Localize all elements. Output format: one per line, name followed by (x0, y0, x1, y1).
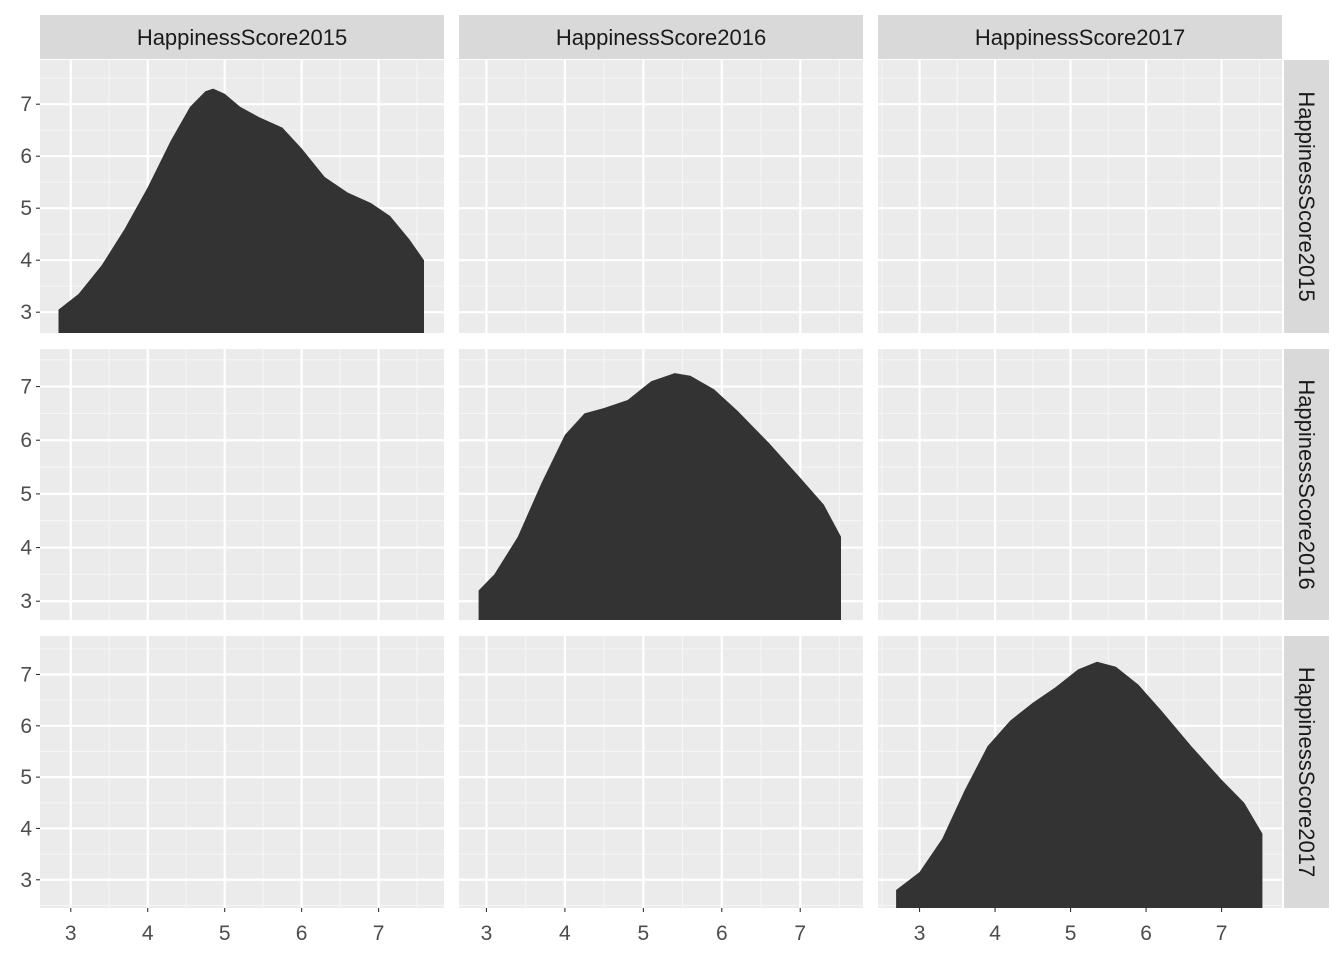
y-tick-label: 6 (20, 429, 32, 452)
y-tick-label: 7 (20, 376, 32, 399)
x-tick-label: 6 (716, 922, 728, 945)
column-strip: HappinessScore2015 (40, 15, 444, 59)
panel-r3-c1 (40, 636, 444, 908)
panel-r2-c1 (40, 349, 444, 620)
x-tick-label: 4 (142, 922, 154, 945)
x-tick-label: 7 (794, 922, 806, 945)
panel-background (40, 636, 444, 908)
x-tick-label: 6 (296, 922, 308, 945)
y-tick-label: 4 (20, 817, 32, 840)
y-tick-label: 5 (20, 197, 32, 220)
x-tick-label: 5 (1065, 922, 1077, 945)
panel-background (878, 60, 1282, 333)
y-tick-label: 6 (20, 715, 32, 738)
x-tick-label: 3 (481, 922, 493, 945)
y-tick-label: 3 (20, 869, 32, 892)
panel-r1-c1 (40, 60, 444, 333)
density-area-HappinessScore2015 (58, 88, 424, 333)
row-strip: HappinessScore2017 (1284, 636, 1329, 908)
density-area-HappinessScore2016 (478, 373, 841, 620)
column-strip: HappinessScore2016 (459, 15, 863, 59)
column-strip-label: HappinessScore2017 (975, 25, 1185, 50)
y-tick-label: 4 (20, 537, 32, 560)
row-strip: HappinessScore2015 (1284, 60, 1329, 333)
y-tick-label: 6 (20, 145, 32, 168)
y-tick-label: 7 (20, 663, 32, 686)
density-area-HappinessScore2017 (896, 661, 1263, 908)
x-tick-label: 5 (219, 922, 231, 945)
x-tick-label: 4 (559, 922, 571, 945)
row-strip: HappinessScore2016 (1284, 349, 1329, 620)
panel-r1-c2 (459, 60, 863, 333)
row-strip-background (1284, 349, 1329, 620)
column-strip-label: HappinessScore2016 (556, 25, 766, 50)
column-strip-label: HappinessScore2015 (137, 25, 347, 50)
row-strip-label: HappinessScore2016 (1294, 379, 1319, 589)
panel-r3-c2 (459, 636, 863, 908)
x-tick-label: 7 (1216, 922, 1228, 945)
panel-background (40, 349, 444, 620)
x-tick-label: 6 (1140, 922, 1152, 945)
panel-r1-c3 (878, 60, 1282, 333)
row-strip-label: HappinessScore2017 (1294, 667, 1319, 877)
row-strip-background (1284, 60, 1329, 333)
panel-r3-c3 (878, 636, 1282, 908)
x-tick-label: 7 (373, 922, 385, 945)
column-strip-background (459, 15, 863, 59)
x-tick-label: 5 (638, 922, 650, 945)
x-tick-label: 3 (65, 922, 77, 945)
x-tick-label: 3 (914, 922, 926, 945)
panel-background (459, 60, 863, 333)
panel-r2-c2 (459, 349, 863, 620)
panel-r2-c3 (878, 349, 1282, 620)
y-tick-label: 3 (20, 590, 32, 613)
y-tick-label: 7 (20, 93, 32, 116)
y-tick-label: 4 (20, 249, 32, 272)
row-strip-background (1284, 636, 1329, 908)
y-tick-label: 5 (20, 483, 32, 506)
panel-background (459, 636, 863, 908)
row-strip-label: HappinessScore2015 (1294, 91, 1319, 301)
column-strip-background (40, 15, 444, 59)
y-tick-label: 3 (20, 301, 32, 324)
y-tick-label: 5 (20, 766, 32, 789)
column-strip: HappinessScore2017 (878, 15, 1282, 59)
x-tick-label: 4 (989, 922, 1001, 945)
column-strip-background (878, 15, 1282, 59)
